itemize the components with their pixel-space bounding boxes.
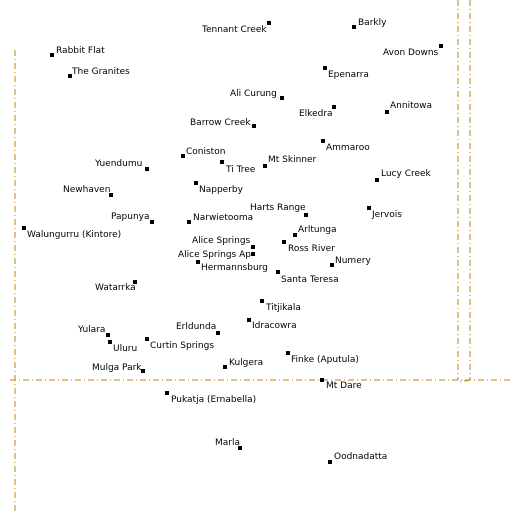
place-label: Ammaroo [326,143,370,153]
place-marker [263,164,267,168]
place-label: Newhaven [63,185,111,195]
place-marker [223,365,227,369]
place-label: Papunya [111,212,150,222]
place-label: Pukatja (Ernabella) [171,395,257,405]
place-marker [216,331,220,335]
place-marker [50,53,54,57]
place-label: Lucy Creek [381,169,431,179]
place-label: Tennant Creek [202,25,267,35]
place-marker [276,270,280,274]
place-marker [251,245,255,249]
place-label: Hermannsburg [201,263,268,273]
place-label: Rabbit Flat [56,46,105,56]
place-marker [68,74,72,78]
place-label: Yuendumu [95,159,143,169]
place-label: Santa Teresa [281,275,339,285]
place-marker [108,340,112,344]
place-marker [220,160,224,164]
place-marker [238,446,242,450]
place-label: Erldunda [176,322,217,332]
place-marker [367,206,371,210]
place-label: Elkedra [299,109,333,119]
place-marker [328,460,332,464]
place-label: Finke (Aputula) [291,355,359,365]
place-label: Mt Skinner [268,155,317,165]
place-label: Uluru [113,344,138,354]
place-marker [145,167,149,171]
place-label: Mulga Park [92,363,142,373]
place-label: Alice Springs [192,236,251,246]
place-label: Napperby [199,185,243,195]
place-marker [181,154,185,158]
place-marker [150,220,154,224]
place-label: Idracowra [252,321,297,331]
place-marker [293,233,297,237]
place-label: Ti Tree [226,165,256,175]
place-marker [109,193,113,197]
place-label: Watarrka [95,283,136,293]
place-label: Ross River [288,244,335,254]
place-marker [323,66,327,70]
place-label: Arltunga [298,225,337,235]
place-marker [106,333,110,337]
place-marker [320,378,324,382]
place-label: Numery [335,256,371,266]
place-marker [252,124,256,128]
place-label: Narwietooma [193,213,254,223]
place-label: Titjikala [266,303,301,313]
place-label: Harts Range [250,203,306,213]
place-label: The Granites [72,67,130,77]
place-label: Curtin Springs [150,341,215,351]
place-marker [260,299,264,303]
place-marker [330,263,334,267]
place-marker [286,351,290,355]
place-marker [352,25,356,29]
place-marker [304,213,308,217]
place-marker [165,391,169,395]
place-marker [247,318,251,322]
place-label: Yulara [78,325,106,335]
place-label: Walungurru (Kintore) [27,230,122,240]
place-label: Mt Dare [326,381,362,391]
place-label: Kulgera [229,358,264,368]
place-label: Marla [215,438,240,448]
place-marker [196,260,200,264]
place-marker [321,139,325,143]
place-marker [22,226,26,230]
place-marker [194,181,198,185]
place-marker [187,220,191,224]
place-label: Coniston [186,147,226,157]
place-marker [280,96,284,100]
place-label: Avon Downs [383,48,439,58]
place-label: Barkly [358,18,387,28]
place-marker [282,240,286,244]
place-marker [267,21,271,25]
place-label: Ali Curung [230,89,277,99]
place-label: Jervois [372,210,402,220]
place-marker [385,110,389,114]
place-label: Alice Springs Ap [178,250,251,260]
place-label: Barrow Creek [190,118,251,128]
place-label: Epenarra [328,70,369,80]
place-marker [141,369,145,373]
place-label: Oodnadatta [334,452,388,462]
place-marker [375,178,379,182]
place-marker [251,252,255,256]
place-marker [145,337,149,341]
place-marker [332,105,336,109]
place-marker [133,280,137,284]
place-label: Annitowa [390,101,432,111]
place-marker [439,44,443,48]
